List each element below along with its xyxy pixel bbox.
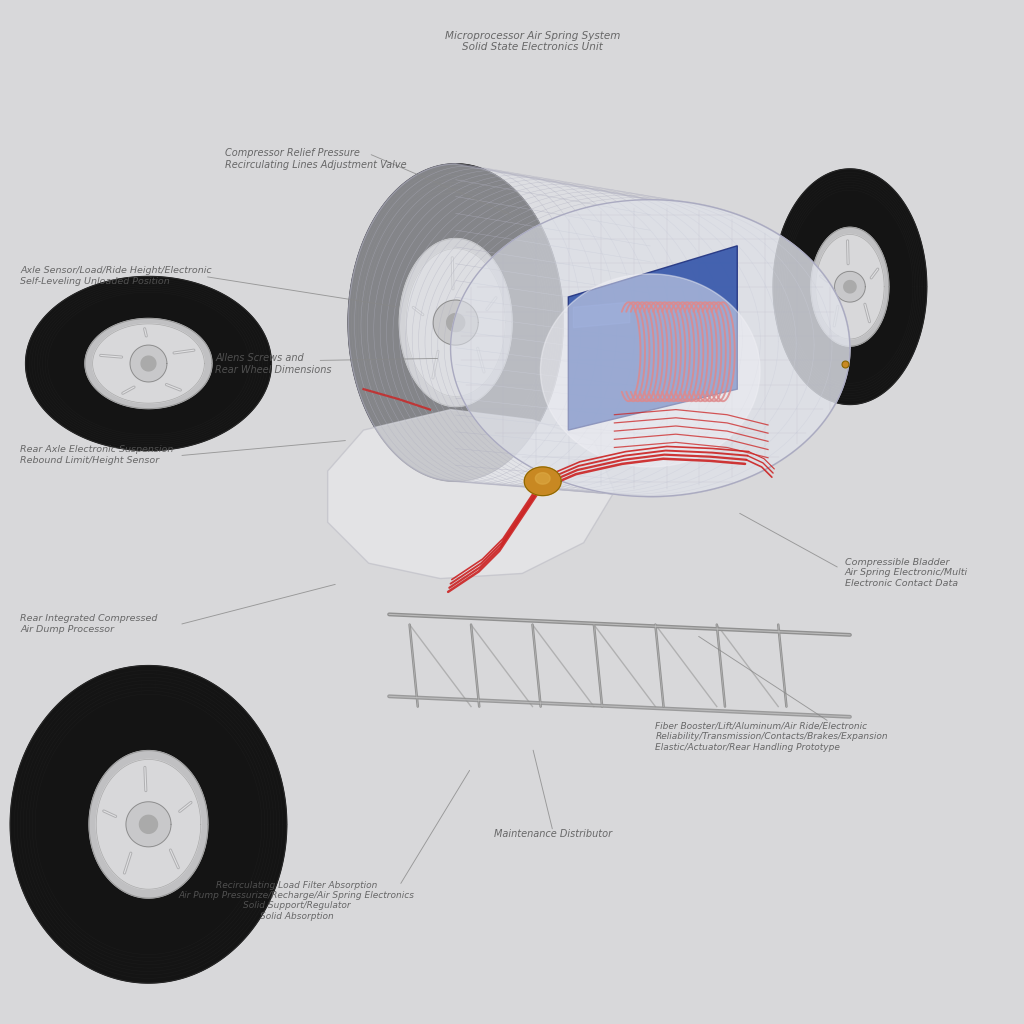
- Polygon shape: [348, 164, 850, 497]
- Polygon shape: [126, 802, 171, 847]
- Text: Maintenance Distributor: Maintenance Distributor: [494, 829, 612, 840]
- Polygon shape: [399, 239, 512, 407]
- Text: Compressible Bladder
Air Spring Electronic/Multi
Electronic Contact Data: Compressible Bladder Air Spring Electron…: [845, 558, 968, 588]
- Polygon shape: [816, 234, 884, 339]
- Polygon shape: [835, 271, 865, 302]
- Polygon shape: [773, 169, 927, 404]
- Polygon shape: [328, 410, 614, 579]
- Polygon shape: [92, 324, 205, 403]
- Text: Rear Axle Electronic Suspension
Rebound Limit/Height Sensor: Rear Axle Electronic Suspension Rebound …: [20, 445, 174, 465]
- Polygon shape: [451, 200, 850, 497]
- Polygon shape: [568, 246, 737, 430]
- Polygon shape: [10, 666, 287, 983]
- Text: Axle Sensor/Load/Ride Height/Electronic
Self-Leveling Unloaded Position: Axle Sensor/Load/Ride Height/Electronic …: [20, 266, 212, 286]
- Polygon shape: [524, 467, 561, 496]
- Text: Rear Integrated Compressed
Air Dump Processor: Rear Integrated Compressed Air Dump Proc…: [20, 614, 158, 634]
- Text: Microprocessor Air Spring System
Solid State Electronics Unit: Microprocessor Air Spring System Solid S…: [444, 31, 621, 52]
- Polygon shape: [85, 318, 212, 409]
- Polygon shape: [26, 276, 271, 451]
- Polygon shape: [139, 815, 158, 834]
- Polygon shape: [89, 751, 208, 898]
- Text: Fiber Booster/Lift/Aluminum/Air Ride/Electronic
Reliability/Transmission/Contact: Fiber Booster/Lift/Aluminum/Air Ride/Ele…: [655, 722, 888, 752]
- Text: Recirculating Load Filter Absorption
Air Pump Pressurize/Recharge/Air Spring Ele: Recirculating Load Filter Absorption Air…: [179, 881, 415, 921]
- Polygon shape: [541, 274, 760, 467]
- Text: Allens Screws and
Rear Wheel Dimensions: Allens Screws and Rear Wheel Dimensions: [215, 353, 332, 375]
- Polygon shape: [141, 356, 156, 371]
- Polygon shape: [536, 473, 550, 484]
- Polygon shape: [130, 345, 167, 382]
- Polygon shape: [811, 227, 889, 346]
- Polygon shape: [573, 302, 630, 328]
- Polygon shape: [446, 313, 465, 332]
- Polygon shape: [407, 249, 505, 396]
- Polygon shape: [844, 281, 856, 293]
- Polygon shape: [96, 760, 201, 889]
- Polygon shape: [433, 300, 478, 345]
- Polygon shape: [348, 164, 563, 481]
- Text: Compressor Relief Pressure
Recirculating Lines Adjustment Valve: Compressor Relief Pressure Recirculating…: [225, 148, 407, 170]
